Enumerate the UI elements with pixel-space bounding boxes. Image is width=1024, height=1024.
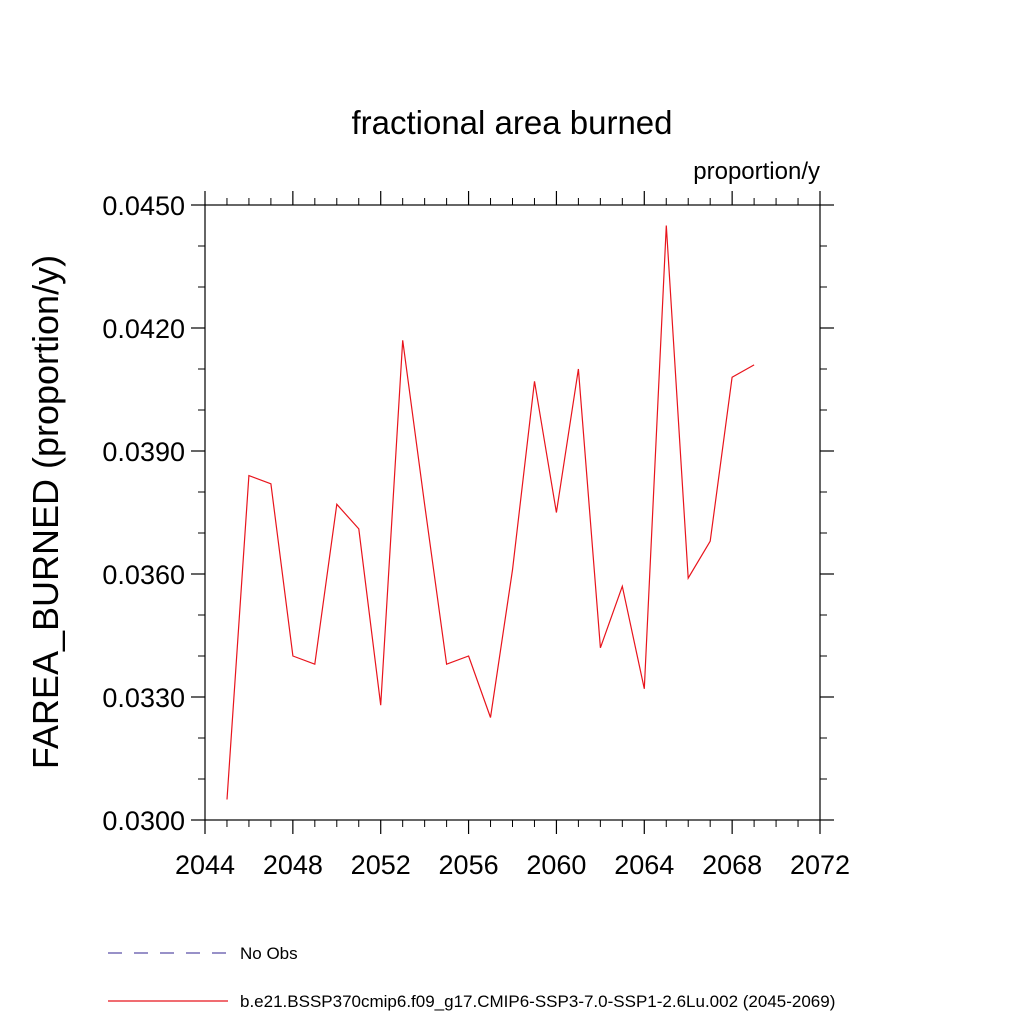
- plot-frame: [204, 204, 821, 821]
- x-tick-label: 2052: [351, 850, 411, 880]
- units-label: proportion/y: [693, 158, 820, 185]
- axes: 2044 2048 2052 2056 2060 2064 2068 2072 0.0300 0.…: [102, 191, 850, 880]
- legend-label-0: No Obs: [240, 944, 298, 963]
- legend: No Obs b.e21.BSSP370cmip6.f09_g17.CMIP6-S…: [108, 944, 835, 1011]
- x-tick-label: 2048: [263, 850, 323, 880]
- x-tick-label: 2060: [526, 850, 586, 880]
- x-tick-label: 2064: [614, 850, 674, 880]
- series-line-1: [226, 225, 755, 800]
- x-tick-label: 2044: [175, 850, 235, 880]
- chart-title: fractional area burned: [351, 104, 673, 141]
- y-tick-label: 0.0420: [102, 314, 185, 344]
- y-tick-label: 0.0330: [102, 683, 185, 713]
- x-tick-label: 2068: [702, 850, 762, 880]
- x-tick-label: 2056: [439, 850, 499, 880]
- y-tick-label: 0.0450: [102, 191, 185, 221]
- x-tick-label: 2072: [790, 850, 850, 880]
- series-layer: [226, 225, 755, 800]
- y-tick-label: 0.0360: [102, 560, 185, 590]
- y-tick-label: 0.0390: [102, 437, 185, 467]
- legend-label-1: b.e21.BSSP370cmip6.f09_g17.CMIP6-SSP3-7.…: [240, 992, 835, 1011]
- y-tick-label: 0.0300: [102, 806, 185, 836]
